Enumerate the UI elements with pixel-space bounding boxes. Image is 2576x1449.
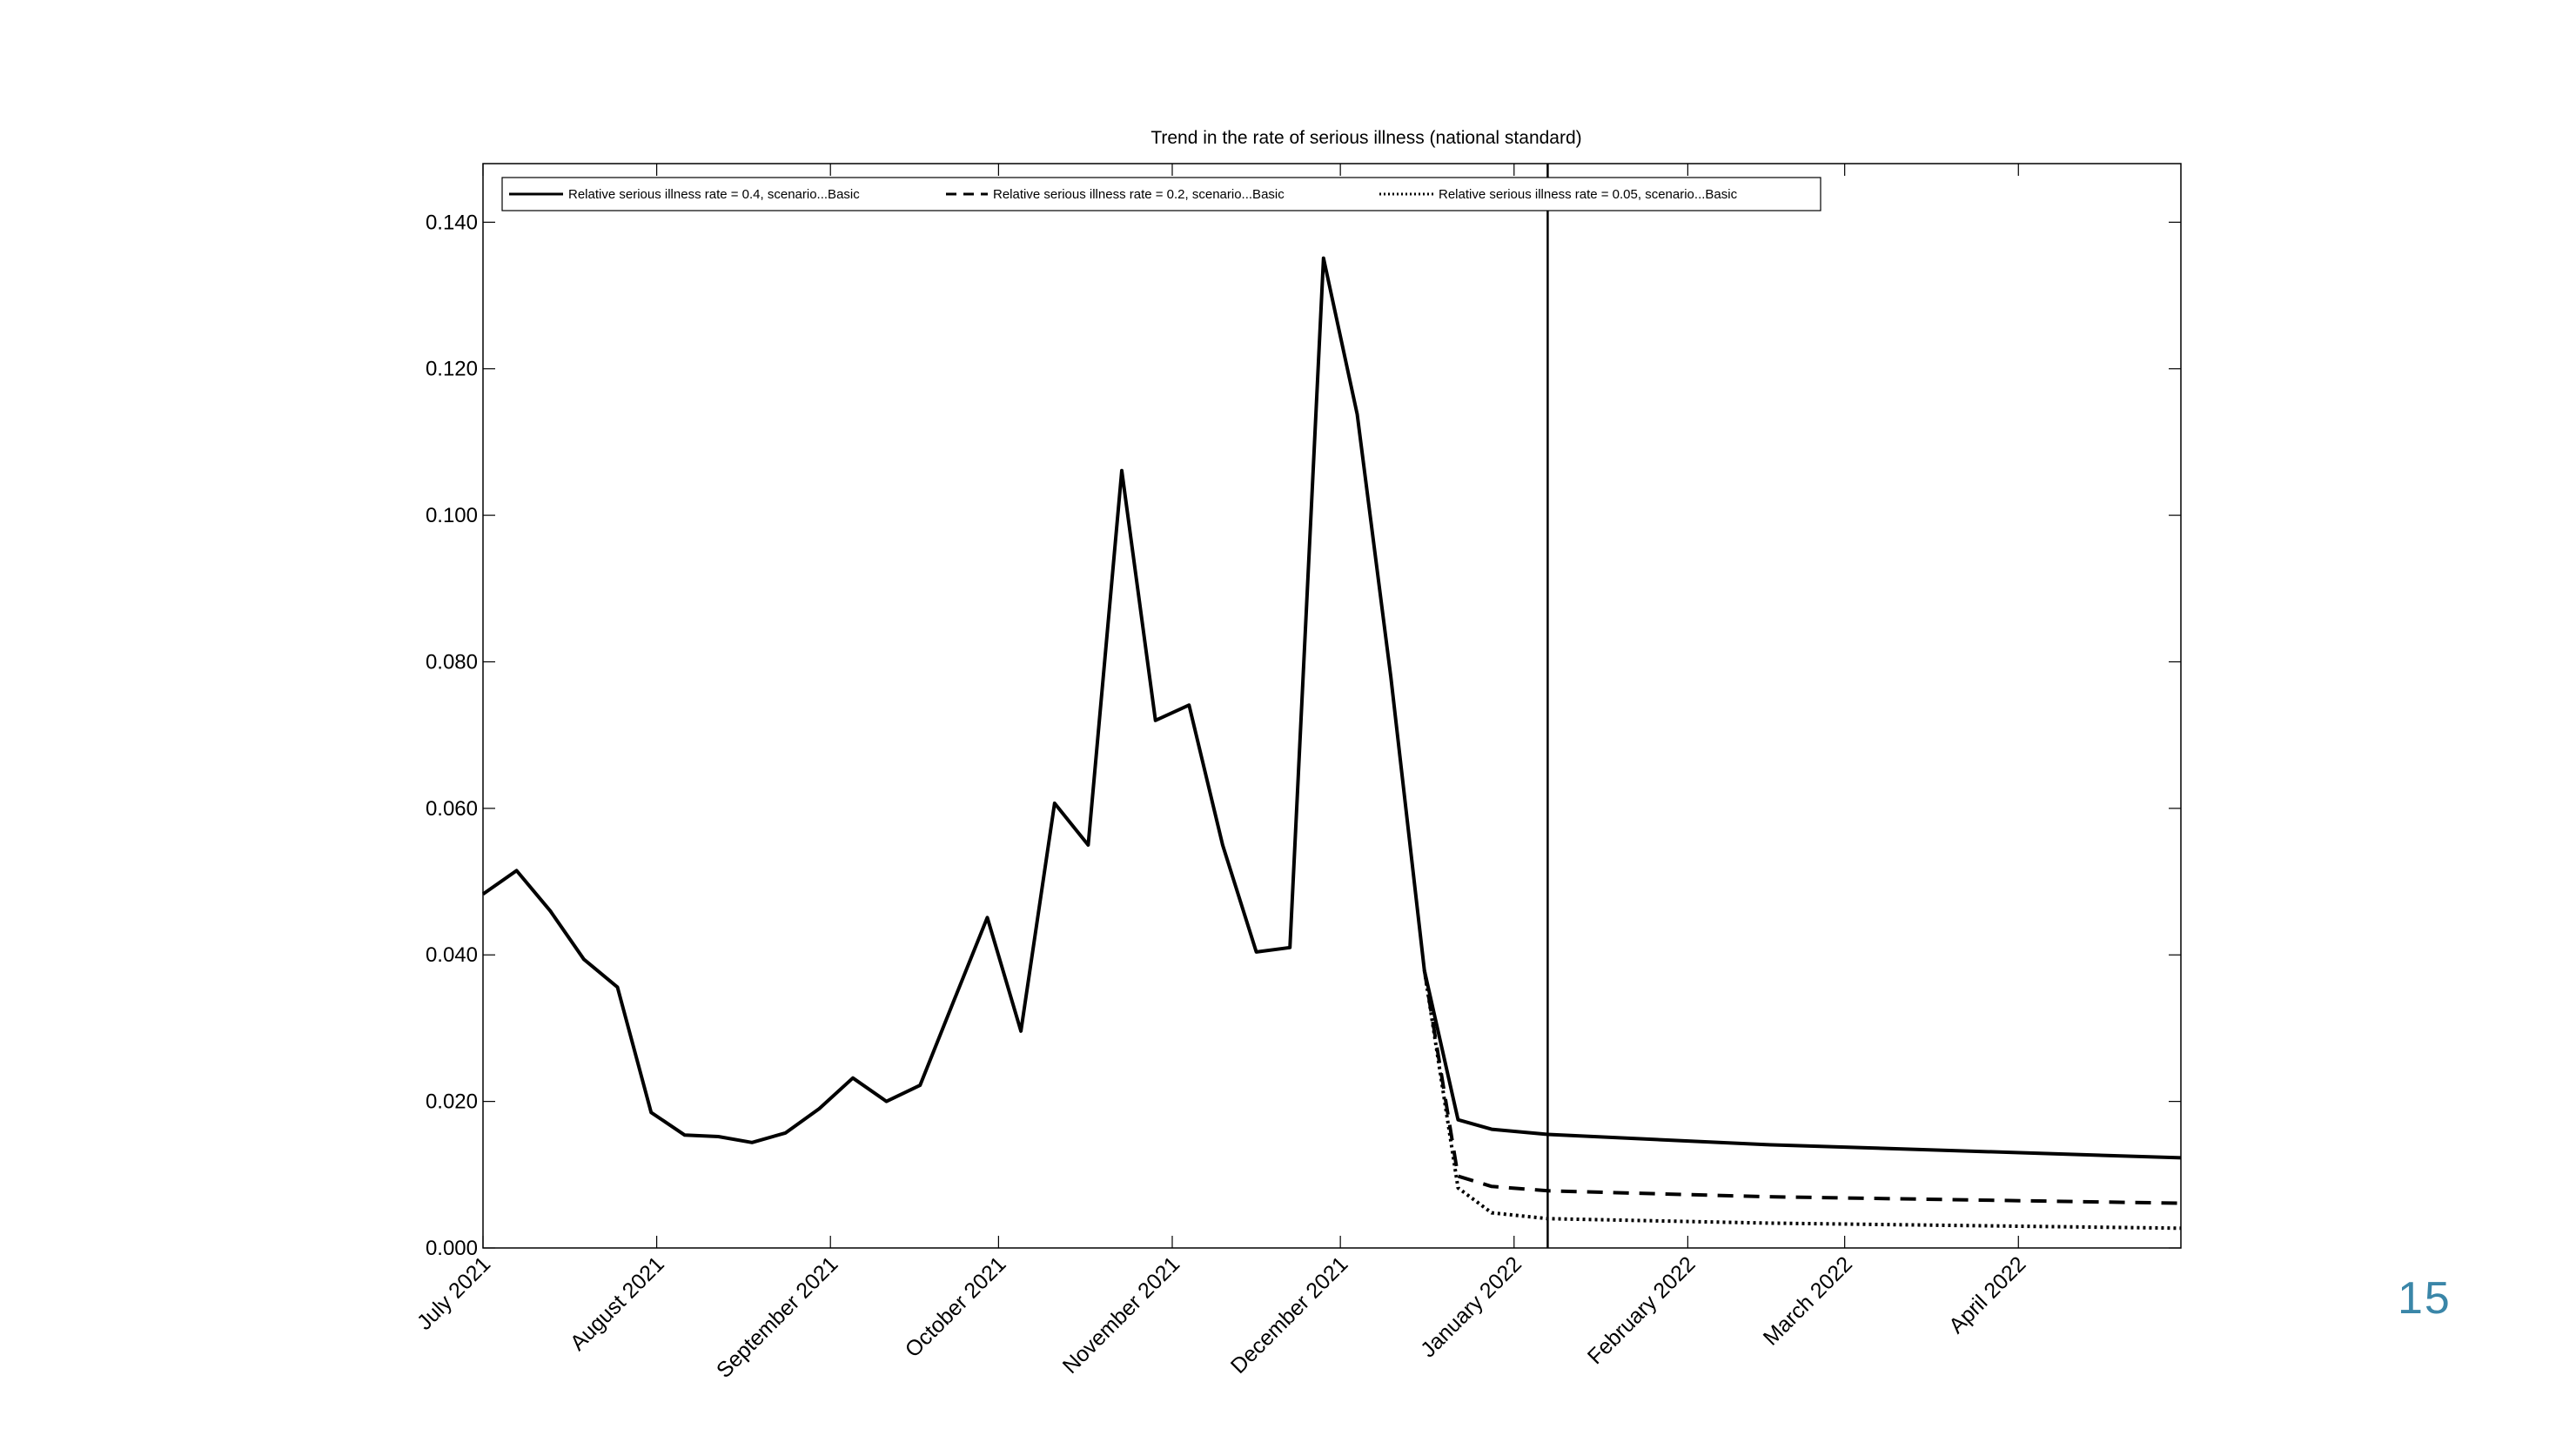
legend-label-1: Relative serious illness rate = 0.4, sce…	[568, 187, 860, 202]
y-tick-label: 0.120	[426, 358, 478, 381]
legend-box	[501, 177, 1821, 211]
chart-title: Trend in the rate of serious illness (na…	[1150, 128, 1581, 148]
y-axis: 0.000 0.020 0.040 0.060 0.080 0.100 0.120 0.140	[426, 211, 2181, 1260]
series-group	[481, 256, 2182, 1231]
x-axis: July 2021 August 2021 September 2021 Octobe…	[413, 164, 2031, 1383]
y-tick-label: 0.060	[426, 797, 478, 821]
x-tick-label: March 2022	[1759, 1251, 1857, 1350]
x-tick-label: September 2021	[712, 1251, 843, 1383]
legend-label-3: Relative serious illness rate = 0.05, sc…	[1439, 187, 1738, 202]
series-line-2	[1422, 969, 2182, 1205]
y-tick-label: 0.080	[426, 650, 478, 674]
x-tick-label: April 2022	[1944, 1251, 2030, 1338]
series-line-1	[481, 256, 2182, 1160]
x-tick-label: November 2021	[1058, 1251, 1185, 1379]
legend: Relative serious illness rate = 0.4, sce…	[501, 177, 1821, 211]
x-tick-label: July 2021	[413, 1251, 495, 1334]
x-tick-label: December 2021	[1226, 1251, 1353, 1379]
x-tick-label: August 2021	[566, 1251, 669, 1355]
x-tick-label: February 2022	[1583, 1251, 1701, 1369]
y-tick-label: 0.100	[426, 504, 478, 527]
x-tick-label: October 2021	[901, 1251, 1011, 1362]
slide-number: 15	[2398, 1273, 2452, 1324]
y-tick-label: 0.020	[426, 1090, 478, 1114]
legend-label-2: Relative serious illness rate = 0.2, sce…	[993, 187, 1285, 202]
plot-frame	[482, 163, 2182, 1249]
y-tick-label: 0.000	[426, 1237, 478, 1260]
x-tick-label: January 2022	[1416, 1251, 1526, 1362]
y-tick-label: 0.040	[426, 943, 478, 967]
y-tick-label: 0.140	[426, 211, 478, 234]
